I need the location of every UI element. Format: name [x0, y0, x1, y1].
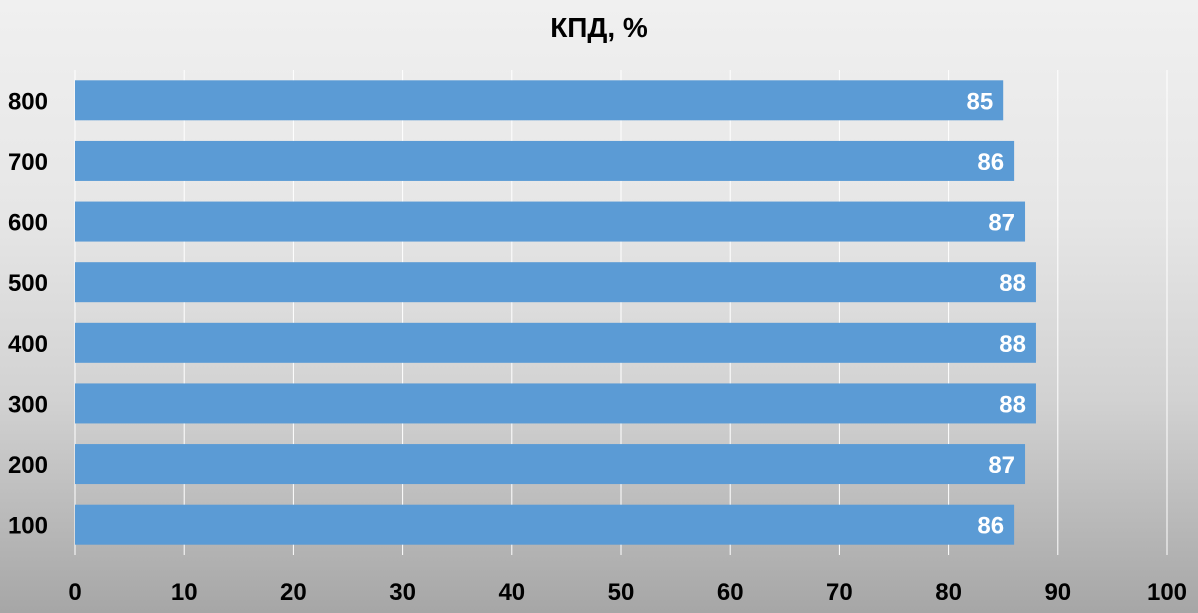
data-label: 88 — [999, 331, 1026, 358]
x-tick-label: 60 — [717, 579, 744, 606]
x-tick-label: 70 — [826, 579, 853, 606]
x-tick-label: 90 — [1044, 579, 1071, 606]
bar — [75, 80, 1004, 121]
y-tick-label: 600 — [8, 210, 48, 237]
y-tick-label: 700 — [8, 149, 48, 176]
bar — [75, 444, 1026, 485]
bar — [75, 140, 1015, 181]
bar — [75, 201, 1026, 242]
y-tick-label: 100 — [8, 513, 48, 540]
x-tick-label: 20 — [280, 579, 307, 606]
x-tick-label: 50 — [608, 579, 635, 606]
y-tick-label: 800 — [8, 88, 48, 115]
data-label: 88 — [999, 270, 1026, 297]
x-tick-label: 80 — [935, 579, 962, 606]
bar — [75, 322, 1036, 363]
bar — [75, 383, 1036, 424]
data-label: 86 — [977, 149, 1004, 176]
x-tick-label: 30 — [389, 579, 416, 606]
y-tick-label: 300 — [8, 391, 48, 418]
y-tick-label: 200 — [8, 452, 48, 479]
x-tick-label: 100 — [1147, 579, 1187, 606]
y-tick-label: 500 — [8, 270, 48, 297]
y-tick-label: 400 — [8, 331, 48, 358]
data-label: 87 — [988, 210, 1015, 237]
bar — [75, 504, 1015, 545]
data-label: 88 — [999, 391, 1026, 418]
x-tick-label: 10 — [171, 579, 198, 606]
chart-title: КПД, % — [550, 12, 648, 43]
x-tick-label: 0 — [68, 579, 81, 606]
data-label: 87 — [988, 452, 1015, 479]
data-label: 85 — [966, 88, 993, 115]
x-tick-label: 40 — [498, 579, 525, 606]
data-label: 86 — [977, 513, 1004, 540]
bar — [75, 262, 1036, 303]
